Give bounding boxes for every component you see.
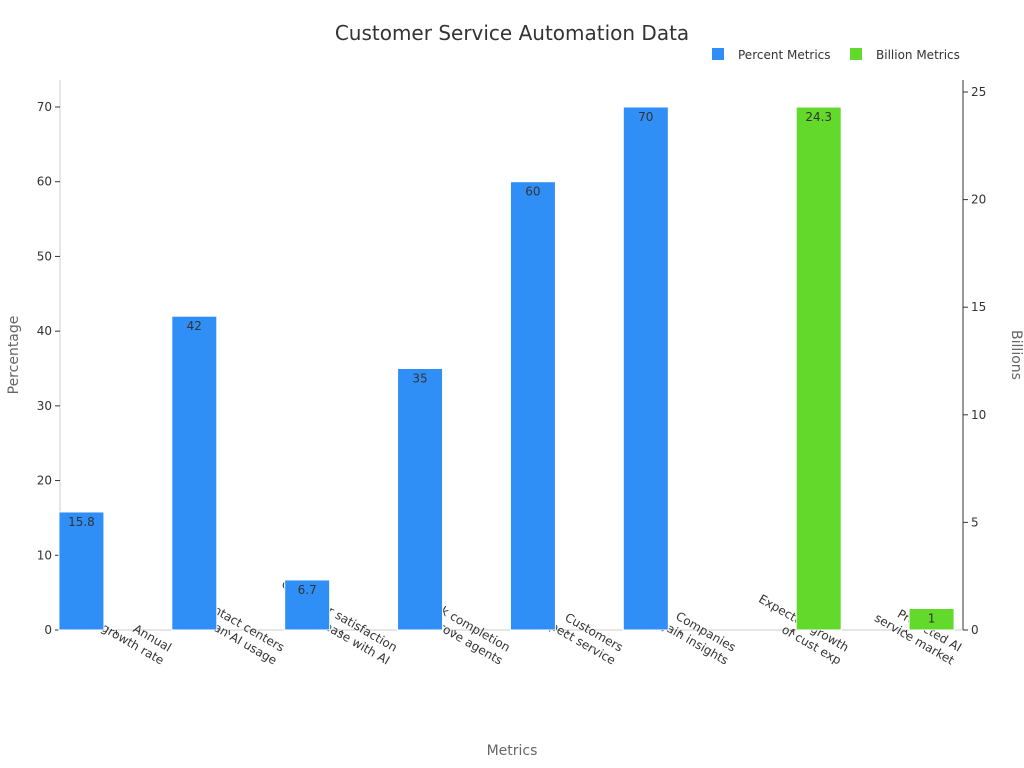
plot-area: 0 10 20 30 40 50 60 70 0 5 10 15 20 25 Annualgrowth ra… xyxy=(37,80,986,668)
x-axis-title: Metrics xyxy=(487,743,538,759)
y-tick-label: 0 xyxy=(44,623,52,637)
y-axis-title: Percentage xyxy=(6,316,22,395)
bar xyxy=(397,368,444,631)
bar-value-label: 24.3 xyxy=(805,110,832,124)
y-tick-label: 70 xyxy=(37,100,52,114)
bar-value-label: 6.7 xyxy=(298,583,317,597)
legend-label: Percent Metrics xyxy=(738,48,831,62)
bar xyxy=(908,607,955,631)
legend-label: Billion Metrics xyxy=(876,48,960,62)
bar-value-label: 60 xyxy=(525,185,540,199)
bar xyxy=(622,106,669,631)
y-tick-label: 60 xyxy=(37,175,52,189)
legend-swatch xyxy=(712,48,724,60)
y-tick-label: 10 xyxy=(37,548,52,562)
bar-value-label: 70 xyxy=(638,110,653,124)
y2-tick-label: 20 xyxy=(971,193,986,207)
bar xyxy=(58,511,105,631)
y2-tick-label: 15 xyxy=(971,300,986,314)
bar-value-label: 1 xyxy=(928,611,936,625)
y2-tick-label: 10 xyxy=(971,408,986,422)
y-tick-label: 40 xyxy=(37,324,52,338)
bar xyxy=(284,579,331,631)
bar-value-label: 35 xyxy=(412,372,427,386)
x-tick-label: Annualgrowth rate xyxy=(99,607,174,667)
chart-title: Customer Service Automation Data xyxy=(335,21,689,45)
y2-axis-title: Billions xyxy=(1008,330,1024,380)
y2-tick-label: 25 xyxy=(971,85,986,99)
y-tick-label: 50 xyxy=(37,249,52,263)
bar xyxy=(795,106,842,631)
y-tick-label: 30 xyxy=(37,399,52,413)
legend: Percent Metrics Billion Metrics xyxy=(712,48,960,62)
bar xyxy=(509,181,556,631)
x-tick-label: Companiesgain insights xyxy=(658,604,739,667)
bar-value-label: 15.8 xyxy=(68,515,95,529)
y2-tick-label: 0 xyxy=(971,623,979,637)
bar xyxy=(171,315,218,631)
bar-value-label: 42 xyxy=(187,319,202,333)
y-tick-label: 20 xyxy=(37,474,52,488)
y2-tick-label: 5 xyxy=(971,515,979,529)
legend-swatch xyxy=(850,48,862,60)
